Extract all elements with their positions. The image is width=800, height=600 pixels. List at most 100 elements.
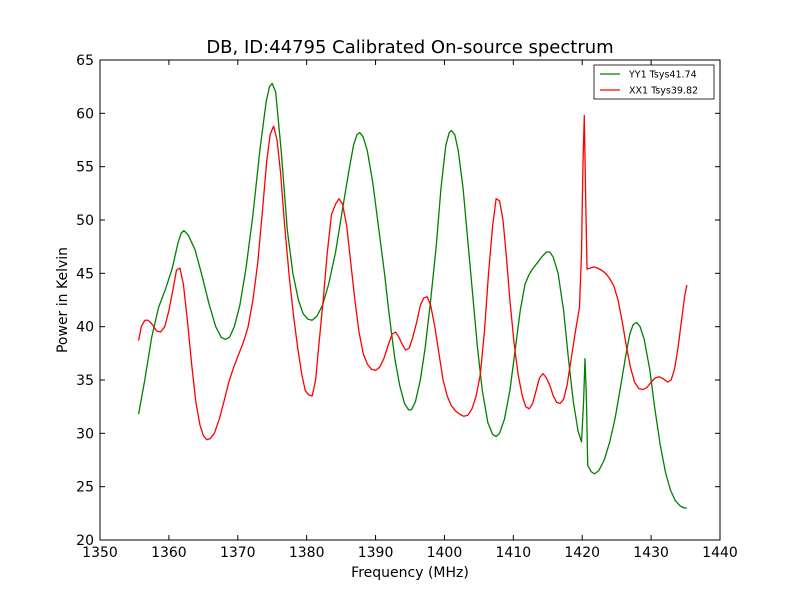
data-point-yy1 xyxy=(194,249,195,250)
data-point-xx1 xyxy=(168,310,169,311)
data-point-xx1 xyxy=(252,299,253,300)
data-point-yy1 xyxy=(252,214,253,215)
data-point-xx1 xyxy=(655,377,656,378)
data-point-yy1 xyxy=(546,251,547,252)
data-point-yy1 xyxy=(158,307,159,308)
data-point-xx1 xyxy=(346,225,347,226)
data-point-yy1 xyxy=(482,390,483,391)
data-point-xx1 xyxy=(597,267,598,268)
data-point-xx1 xyxy=(342,203,343,204)
data-point-yy1 xyxy=(533,267,534,268)
data-point-xx1 xyxy=(667,382,668,383)
data-point-yy1 xyxy=(436,246,437,247)
data-point-yy1 xyxy=(188,234,189,235)
data-point-xx1 xyxy=(293,315,294,316)
data-point-yy1 xyxy=(234,326,235,327)
data-point-xx1 xyxy=(581,251,582,252)
legend-box xyxy=(593,64,715,100)
data-point-xx1 xyxy=(416,321,417,322)
data-point-yy1 xyxy=(272,83,273,84)
data-point-xx1 xyxy=(156,330,157,331)
x-axis-label: Frequency (MHz) xyxy=(351,565,469,581)
data-point-yy1 xyxy=(504,419,505,420)
data-point-yy1 xyxy=(654,406,655,407)
data-point-yy1 xyxy=(356,134,357,135)
data-point-yy1 xyxy=(287,230,288,231)
data-point-xx1 xyxy=(532,403,533,404)
data-point-xx1 xyxy=(496,198,497,199)
data-point-xx1 xyxy=(312,395,313,396)
data-point-xx1 xyxy=(276,139,277,140)
data-point-xx1 xyxy=(172,289,173,290)
y-tick-label: 65 xyxy=(76,53,94,69)
data-point-xx1 xyxy=(613,286,614,287)
data-point-yy1 xyxy=(549,251,550,252)
data-point-xx1 xyxy=(499,200,500,201)
data-point-yy1 xyxy=(462,187,463,188)
data-point-yy1 xyxy=(659,443,660,444)
series-layer xyxy=(137,82,688,509)
data-point-xx1 xyxy=(423,297,424,298)
data-point-xx1 xyxy=(434,326,435,327)
data-point-yy1 xyxy=(415,401,416,402)
series-line-yy1 xyxy=(137,82,687,509)
data-point-xx1 xyxy=(549,385,550,386)
data-point-xx1 xyxy=(617,299,618,300)
data-point-yy1 xyxy=(378,230,379,231)
data-point-yy1 xyxy=(328,283,329,284)
data-point-yy1 xyxy=(665,472,666,473)
data-point-xx1 xyxy=(232,369,233,370)
data-point-xx1 xyxy=(270,134,271,135)
data-point-xx1 xyxy=(387,345,388,346)
data-point-xx1 xyxy=(187,321,188,322)
data-point-xx1 xyxy=(412,337,413,338)
data-point-yy1 xyxy=(492,434,493,435)
data-point-yy1 xyxy=(225,339,226,340)
data-point-xx1 xyxy=(634,382,635,383)
data-point-yy1 xyxy=(686,507,687,508)
data-point-xx1 xyxy=(284,225,285,226)
data-point-xx1 xyxy=(195,401,196,402)
data-point-xx1 xyxy=(183,283,184,284)
data-point-xx1 xyxy=(560,403,561,404)
data-point-xx1 xyxy=(670,379,671,380)
data-point-xx1 xyxy=(308,394,309,395)
data-point-xx1 xyxy=(556,402,557,403)
data-point-yy1 xyxy=(215,326,216,327)
data-point-xx1 xyxy=(323,299,324,300)
data-point-yy1 xyxy=(229,337,230,338)
data-point-yy1 xyxy=(679,505,680,506)
data-point-yy1 xyxy=(275,91,276,92)
data-point-xx1 xyxy=(262,209,263,210)
data-point-xx1 xyxy=(601,270,602,271)
data-point-yy1 xyxy=(172,267,173,268)
data-point-xx1 xyxy=(237,356,238,357)
data-point-xx1 xyxy=(199,424,200,425)
data-point-xx1 xyxy=(502,219,503,220)
data-point-yy1 xyxy=(472,294,473,295)
data-point-xx1 xyxy=(371,369,372,370)
data-point-yy1 xyxy=(183,230,184,231)
data-point-yy1 xyxy=(629,334,630,335)
data-point-xx1 xyxy=(228,382,229,383)
y-axis-label: Power in Kelvin xyxy=(55,247,71,353)
data-point-yy1 xyxy=(221,337,222,338)
data-point-xx1 xyxy=(674,369,675,370)
data-point-xx1 xyxy=(138,340,139,341)
data-point-xx1 xyxy=(315,379,316,380)
data-point-yy1 xyxy=(581,441,582,442)
data-point-xx1 xyxy=(257,262,258,263)
data-point-xx1 xyxy=(266,161,267,162)
data-point-yy1 xyxy=(684,507,685,508)
series-line-xx1 xyxy=(137,114,688,441)
data-point-xx1 xyxy=(553,395,554,396)
data-point-yy1 xyxy=(594,473,595,474)
data-point-xx1 xyxy=(152,324,153,325)
data-point-yy1 xyxy=(372,182,373,183)
data-point-xx1 xyxy=(542,373,543,374)
data-point-yy1 xyxy=(201,275,202,276)
data-point-yy1 xyxy=(609,441,610,442)
data-point-xx1 xyxy=(686,284,687,285)
